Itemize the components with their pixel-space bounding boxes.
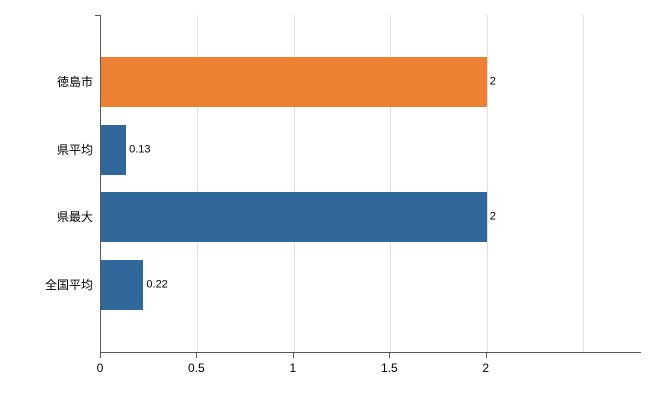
bar-value-label: 2 <box>489 75 496 88</box>
bar-value-label: 2 <box>489 210 496 223</box>
y-axis-category-label: 県平均 <box>56 142 93 157</box>
x-axis-tick <box>100 353 101 358</box>
gridline <box>583 15 585 352</box>
x-axis-tick-label: 1 <box>289 361 297 375</box>
y-axis-category-label: 徳島市 <box>56 75 93 90</box>
x-axis-tick-label: 0.5 <box>188 361 205 375</box>
plot-area <box>100 15 641 353</box>
x-axis-tick <box>196 353 198 358</box>
gridline <box>293 15 295 352</box>
gridline <box>486 15 488 352</box>
bar <box>101 192 487 243</box>
gridline <box>390 15 392 352</box>
x-axis-tick <box>292 353 294 358</box>
y-axis-category-label: 県最大 <box>56 210 93 225</box>
x-axis-tick-label: 0 <box>96 361 104 375</box>
gridline <box>197 15 199 352</box>
y-axis-tick <box>95 15 100 16</box>
bar <box>101 57 487 108</box>
y-axis-category-label: 全国平均 <box>44 277 93 292</box>
bar <box>101 259 144 310</box>
bar-value-label: 0.22 <box>146 278 168 291</box>
x-axis-tick-label: 1.5 <box>380 361 398 375</box>
x-axis-tick-label: 2 <box>482 361 490 375</box>
bar <box>101 124 127 175</box>
x-axis-tick <box>389 353 391 358</box>
bar-value-label: 0.13 <box>129 143 151 156</box>
x-axis-tick <box>485 353 487 358</box>
